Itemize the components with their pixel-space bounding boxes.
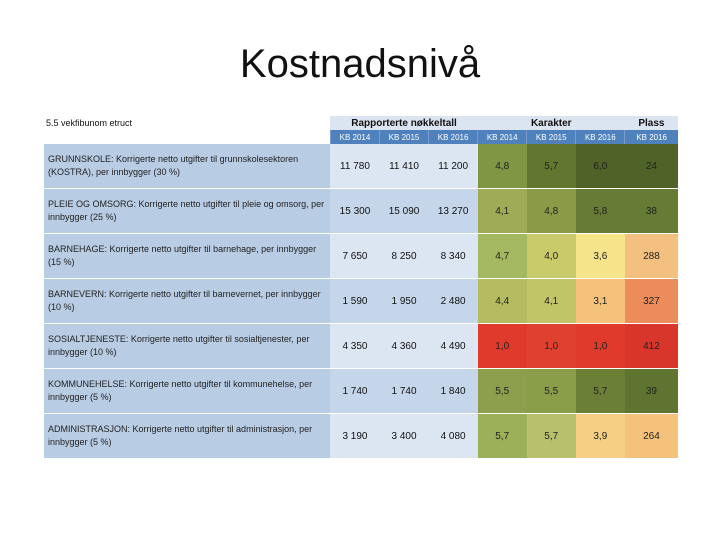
row-label: ADMINISTRASJON: Korrigerte netto utgifte… bbox=[44, 413, 331, 459]
row-label: BARNEVERN: Korrigerte netto utgifter til… bbox=[44, 278, 331, 324]
year-header: KB 2016 bbox=[624, 130, 678, 144]
year-header: KB 2014 bbox=[329, 130, 380, 144]
value-cell: 1 590 bbox=[330, 278, 380, 324]
value-cell: 4 490 bbox=[428, 323, 478, 369]
year-header: KB 2014 bbox=[477, 130, 527, 144]
table-row: ADMINISTRASJON: Korrigerte netto utgifte… bbox=[44, 413, 678, 459]
rank-cell: 38 bbox=[624, 188, 678, 234]
grade-cell: 4,0 bbox=[526, 233, 576, 279]
table-row: BARNEVERN: Korrigerte netto utgifter til… bbox=[44, 278, 678, 324]
grade-cell: 3,9 bbox=[575, 413, 625, 459]
grade-cell: 1,0 bbox=[526, 323, 576, 369]
year-header-row: KB 2014 KB 2015 KB 2016 KB 2014 KB 2015 … bbox=[44, 130, 678, 144]
rank-cell: 24 bbox=[624, 144, 678, 189]
value-cell: 8 250 bbox=[379, 233, 429, 279]
value-cell: 4 080 bbox=[428, 413, 478, 459]
value-cell: 2 480 bbox=[428, 278, 478, 324]
grade-cell: 3,1 bbox=[575, 278, 625, 324]
value-cell: 8 340 bbox=[428, 233, 478, 279]
value-cell: 3 190 bbox=[330, 413, 380, 459]
grade-cell: 5,5 bbox=[477, 368, 527, 414]
year-header: KB 2015 bbox=[526, 130, 576, 144]
grade-cell: 5,7 bbox=[526, 413, 576, 459]
grade-cell: 1,0 bbox=[575, 323, 625, 369]
grade-cell: 5,7 bbox=[477, 413, 527, 459]
group-header-row: 5.5 vekfibunom etruct Rapporterte nøkkel… bbox=[44, 116, 678, 130]
group-header-rank: Plass bbox=[624, 116, 678, 130]
value-cell: 4 350 bbox=[330, 323, 380, 369]
grade-cell: 5,5 bbox=[526, 368, 576, 414]
row-label: PLEIE OG OMSORG: Korrigerte netto utgift… bbox=[44, 188, 331, 234]
table-row: KOMMUNEHELSE: Korrigerte netto utgifter … bbox=[44, 368, 678, 414]
grade-cell: 4,8 bbox=[477, 144, 527, 189]
value-cell: 4 360 bbox=[379, 323, 429, 369]
kpi-table: 5.5 vekfibunom etruct Rapporterte nøkkel… bbox=[44, 116, 678, 459]
grade-cell: 5,7 bbox=[526, 144, 576, 189]
grade-cell: 5,8 bbox=[575, 188, 625, 234]
grade-cell: 6,0 bbox=[575, 144, 625, 189]
value-cell: 7 650 bbox=[330, 233, 380, 279]
value-cell: 1 840 bbox=[428, 368, 478, 414]
corner-label: 5.5 vekfibunom etruct bbox=[44, 116, 331, 130]
rank-cell: 39 bbox=[624, 368, 678, 414]
grade-cell: 4,4 bbox=[477, 278, 527, 324]
row-label: BARNEHAGE: Korrigerte netto utgifter til… bbox=[44, 233, 331, 279]
year-header: KB 2015 bbox=[378, 130, 429, 144]
grade-cell: 4,7 bbox=[477, 233, 527, 279]
rank-cell: 264 bbox=[624, 413, 678, 459]
table-row: BARNEHAGE: Korrigerte netto utgifter til… bbox=[44, 233, 678, 279]
value-cell: 15 090 bbox=[379, 188, 429, 234]
group-header-reported: Rapporterte nøkkeltall bbox=[330, 116, 478, 130]
grade-cell: 3,6 bbox=[575, 233, 625, 279]
value-cell: 15 300 bbox=[330, 188, 380, 234]
kostnad-table: 5.5 vekfibunom etruct Rapporterte nøkkel… bbox=[44, 116, 678, 459]
table-row: GRUNNSKOLE: Korrigerte netto utgifter ti… bbox=[44, 144, 678, 189]
table-row: SOSIALTJENESTE: Korrigerte netto utgifte… bbox=[44, 323, 678, 369]
table-row: PLEIE OG OMSORG: Korrigerte netto utgift… bbox=[44, 188, 678, 234]
year-header-blank bbox=[44, 130, 331, 144]
grade-cell: 1,0 bbox=[477, 323, 527, 369]
row-label: GRUNNSKOLE: Korrigerte netto utgifter ti… bbox=[44, 144, 331, 189]
row-label: SOSIALTJENESTE: Korrigerte netto utgifte… bbox=[44, 323, 331, 369]
group-header-grade: Karakter bbox=[477, 116, 625, 130]
value-cell: 11 410 bbox=[379, 144, 429, 189]
value-cell: 1 950 bbox=[379, 278, 429, 324]
value-cell: 1 740 bbox=[379, 368, 429, 414]
rank-cell: 412 bbox=[624, 323, 678, 369]
grade-cell: 4,1 bbox=[526, 278, 576, 324]
value-cell: 1 740 bbox=[330, 368, 380, 414]
slide-title: Kostnadsnivå bbox=[239, 42, 481, 86]
value-cell: 11 200 bbox=[428, 144, 478, 189]
value-cell: 3 400 bbox=[379, 413, 429, 459]
year-header: KB 2016 bbox=[428, 130, 478, 144]
rank-cell: 327 bbox=[624, 278, 678, 324]
grade-cell: 4,8 bbox=[526, 188, 576, 234]
value-cell: 13 270 bbox=[428, 188, 478, 234]
value-cell: 11 780 bbox=[330, 144, 380, 189]
grade-cell: 4,1 bbox=[477, 188, 527, 234]
row-label: KOMMUNEHELSE: Korrigerte netto utgifter … bbox=[44, 368, 331, 414]
rank-cell: 288 bbox=[624, 233, 678, 279]
year-header: KB 2016 bbox=[575, 130, 625, 144]
grade-cell: 5,7 bbox=[575, 368, 625, 414]
